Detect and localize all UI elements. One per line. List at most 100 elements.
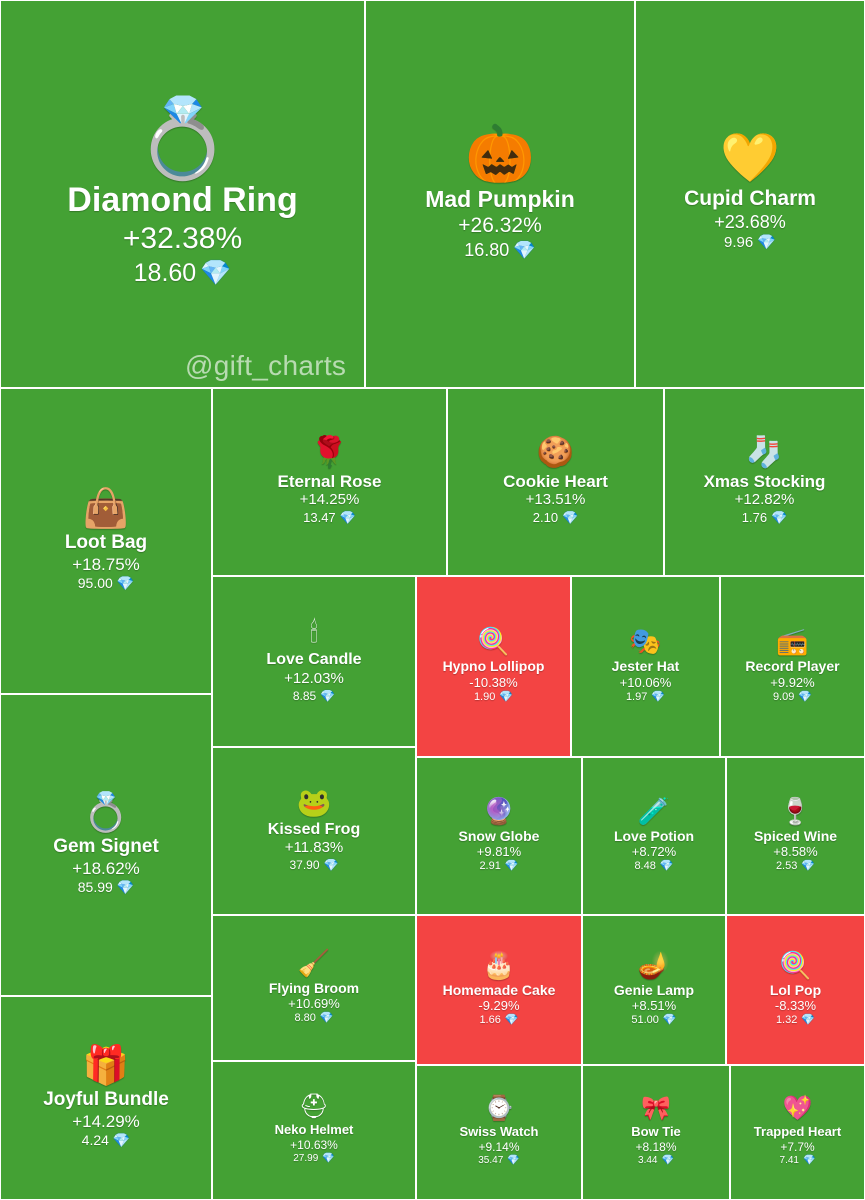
diamond-icon: 💎 [319, 1012, 334, 1025]
jester-hat-icon: 🎭 [629, 626, 662, 657]
tile-name: Bow Tie [631, 1124, 681, 1140]
diamond-icon: 💎 [757, 233, 776, 251]
tile-price-value: 9.96 [724, 233, 754, 251]
diamond-icon: 💎 [507, 1155, 520, 1167]
diamond-icon: 💎 [320, 688, 336, 703]
tile-price-value: 8.85 [292, 688, 317, 703]
tile-change: -8.33% [774, 998, 817, 1014]
ring-box-icon: 💍 [133, 94, 232, 183]
trapped-heart-icon: 💖 [782, 1095, 813, 1123]
tile-xmas-stocking: 🧦 Xmas Stocking +12.82% 1.76 💎 [664, 388, 865, 576]
cookie-icon: 🍪 [536, 435, 575, 469]
tile-snow-globe: 🔮 Snow Globe +9.81% 2.91 💎 [416, 757, 582, 915]
tile-genie-lamp: 🪔 Genie Lamp +8.51% 51.00 💎 [582, 915, 726, 1065]
tile-name: Cookie Heart [503, 471, 608, 491]
tile-price-value: 18.60 [133, 258, 197, 287]
tile-change: +9.81% [476, 844, 522, 860]
tile-price-value: 1.32 [775, 1014, 798, 1027]
stocking-icon: 🧦 [745, 435, 784, 469]
tile-name: Love Candle [266, 651, 362, 669]
tile-name: Snow Globe [458, 827, 540, 844]
tile-change: +10.69% [288, 996, 340, 1012]
pumpkin-icon: 🎃 [465, 122, 535, 186]
tile-price-value: 16.80 [464, 240, 510, 261]
wine-icon: 🍷 [779, 795, 812, 826]
tile-name: Diamond Ring [67, 181, 298, 220]
tile-price-value: 8.80 [294, 1012, 316, 1025]
diamond-icon: 💎 [112, 1131, 131, 1148]
tile-change: +14.29% [72, 1111, 140, 1131]
tile-swiss-watch: ⌚ Swiss Watch +9.14% 35.47 💎 [416, 1065, 582, 1200]
tile-price-value: 8.48 [634, 860, 656, 873]
potion-icon: 🧪 [637, 795, 671, 826]
tile-price: 16.80 💎 [464, 239, 535, 262]
tile-price: 2.91 💎 [479, 860, 518, 874]
tile-diamond-ring: 💍 Diamond Ring +32.38% 18.60 💎 [0, 0, 365, 388]
tile-name: Swiss Watch [459, 1124, 539, 1140]
record-player-icon: 📻 [776, 626, 809, 657]
tile-neko-helmet: ⛑ Neko Helmet +10.63% 27.99 💎 [212, 1061, 416, 1200]
tile-record-player: 📻 Record Player +9.92% 9.09 💎 [720, 576, 865, 757]
tile-price: 8.80 💎 [294, 1012, 333, 1026]
tile-love-potion: 🧪 Love Potion +8.72% 8.48 💎 [582, 757, 726, 915]
tile-price: 2.10 💎 [533, 510, 579, 526]
helmet-icon: ⛑ [298, 1093, 330, 1121]
diamond-icon: 💎 [659, 860, 674, 873]
tile-price-value: 85.99 [77, 878, 113, 895]
tile-homemade-cake: 🎂 Homemade Cake -9.29% 1.66 💎 [416, 915, 582, 1065]
diamond-icon: 💎 [200, 258, 232, 287]
tile-price: 8.85 💎 [293, 689, 335, 704]
tile-name: Trapped Heart [753, 1124, 842, 1140]
watermark: @gift_charts [185, 350, 347, 381]
tile-price: 8.48 💎 [634, 860, 673, 874]
tile-name: Gem Signet [53, 835, 159, 857]
diamond-icon: 💎 [116, 878, 135, 895]
candle-icon: 🕯 [310, 617, 318, 649]
tile-cupid-charm: 💛 Cupid Charm +23.68% 9.96 💎 [635, 0, 865, 388]
tile-price: 1.97 💎 [626, 691, 665, 705]
tile-price: 1.32 💎 [776, 1014, 815, 1028]
tile-change: +12.82% [734, 491, 795, 509]
tile-bow-tie: 🎀 Bow Tie +8.18% 3.44 💎 [582, 1065, 730, 1200]
tile-name: Homemade Cake [442, 981, 556, 998]
tile-price-value: 3.44 [638, 1155, 658, 1167]
tile-spiced-wine: 🍷 Spiced Wine +8.58% 2.53 💎 [726, 757, 865, 915]
tile-change: -10.38% [469, 674, 518, 690]
tile-price-value: 4.24 [81, 1131, 109, 1148]
tile-trapped-heart: 💖 Trapped Heart +7.7% 7.41 💎 [730, 1065, 865, 1200]
diamond-icon: 💎 [322, 1153, 335, 1165]
tile-name: Mad Pumpkin [425, 186, 575, 213]
tile-price-value: 9.09 [772, 690, 795, 703]
tile-price-value: 2.53 [775, 860, 798, 873]
tile-price: 1.66 💎 [479, 1014, 518, 1028]
gift-box-icon: 🎁 [82, 1044, 130, 1087]
tile-change: +14.25% [299, 491, 360, 509]
rose-icon: 🌹 [310, 435, 349, 469]
tile-name: Joyful Bundle [43, 1088, 169, 1110]
tile-change: +8.18% [635, 1140, 677, 1155]
tile-price: 35.47 💎 [478, 1155, 519, 1168]
tile-change: +8.58% [773, 844, 818, 860]
tile-price: 27.99 💎 [293, 1153, 334, 1166]
diamond-icon: 💎 [803, 1155, 816, 1167]
tile-price: 13.47 💎 [303, 510, 356, 526]
tile-change: +10.63% [290, 1138, 338, 1153]
tile-price-value: 2.91 [479, 860, 501, 873]
diamond-icon: 💎 [504, 1014, 519, 1027]
tile-name: Lol Pop [769, 981, 822, 998]
tile-price: 4.24 💎 [82, 1132, 131, 1150]
tile-change: +10.06% [619, 674, 672, 690]
tile-price: 51.00 💎 [631, 1014, 676, 1028]
diamond-icon: 💎 [499, 690, 514, 703]
tile-price-value: 95.00 [77, 574, 113, 591]
tile-price-value: 1.90 [473, 690, 496, 703]
tile-change: +7.7% [780, 1140, 815, 1155]
tile-change: +32.38% [122, 222, 243, 256]
heart-lock-icon: 💛 [720, 132, 780, 186]
tile-price-value: 13.47 [303, 510, 336, 526]
diamond-icon: 💎 [661, 1155, 674, 1167]
diamond-icon: 💎 [801, 1014, 816, 1027]
cake-icon: 🎂 [482, 949, 516, 980]
tile-name: Neko Helmet [274, 1122, 354, 1138]
tile-change: +26.32% [458, 213, 542, 237]
